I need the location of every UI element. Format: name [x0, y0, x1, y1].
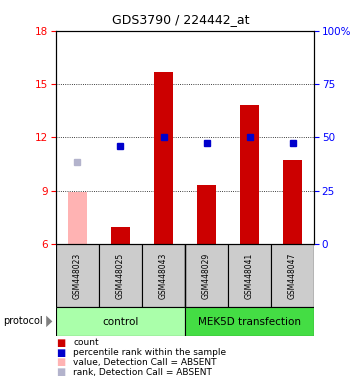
Text: GSM448023: GSM448023	[73, 252, 82, 299]
Bar	[197, 185, 216, 244]
Text: protocol: protocol	[4, 316, 43, 326]
Bar	[185, 307, 314, 336]
Bar	[271, 244, 314, 307]
Bar	[142, 244, 185, 307]
Bar	[68, 192, 87, 244]
Text: value, Detection Call = ABSENT: value, Detection Call = ABSENT	[73, 358, 217, 367]
Bar	[99, 244, 142, 307]
Text: ■: ■	[56, 367, 65, 377]
Text: percentile rank within the sample: percentile rank within the sample	[73, 348, 226, 357]
Text: ■: ■	[56, 338, 65, 348]
Bar	[240, 105, 259, 244]
Bar	[185, 244, 228, 307]
Bar	[56, 244, 99, 307]
Text: MEK5D transfection: MEK5D transfection	[198, 316, 301, 327]
Bar	[154, 71, 173, 244]
Bar	[228, 244, 271, 307]
Text: rank, Detection Call = ABSENT: rank, Detection Call = ABSENT	[73, 368, 212, 377]
Text: GDS3790 / 224442_at: GDS3790 / 224442_at	[112, 13, 249, 26]
Text: GSM448029: GSM448029	[202, 252, 211, 299]
Text: GSM448025: GSM448025	[116, 252, 125, 299]
Text: control: control	[102, 316, 139, 327]
Text: GSM448047: GSM448047	[288, 252, 297, 299]
Text: ■: ■	[56, 358, 65, 367]
Text: ■: ■	[56, 348, 65, 358]
Text: GSM448043: GSM448043	[159, 252, 168, 299]
Text: count: count	[73, 338, 99, 347]
Bar	[283, 161, 302, 244]
Bar	[56, 307, 185, 336]
Polygon shape	[46, 316, 52, 327]
Text: GSM448041: GSM448041	[245, 252, 254, 299]
Bar	[111, 227, 130, 244]
